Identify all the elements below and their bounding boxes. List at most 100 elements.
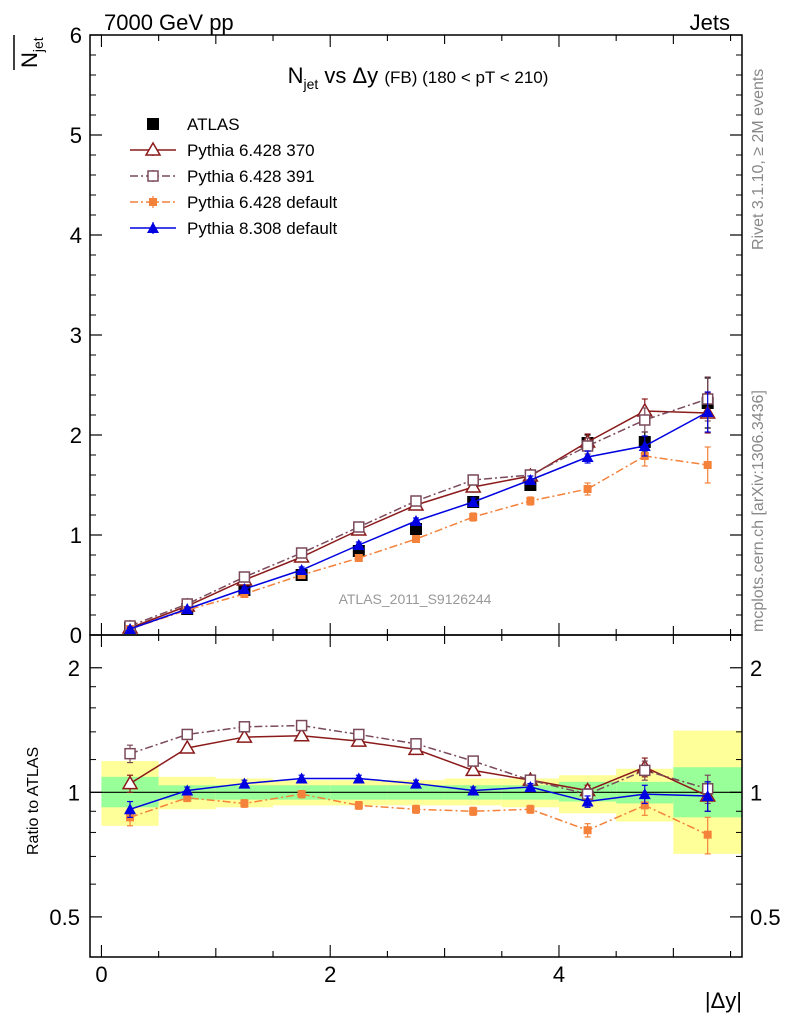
legend-label-3: Pythia 6.428 default — [187, 193, 338, 212]
ratio-ylabel: Ratio to ATLAS — [25, 747, 42, 855]
main-point-3-7 — [526, 497, 535, 505]
main-point-4-8 — [581, 451, 594, 462]
ratio-point-2-4 — [354, 801, 363, 810]
main-ylabel: Njet — [17, 37, 46, 68]
main-point-3-8 — [583, 485, 592, 493]
main-point-2-2 — [238, 571, 251, 583]
x-axis-label: |Δy| — [705, 988, 742, 1013]
main-ytick-label-5: 5 — [70, 123, 82, 148]
main-point-2-6 — [467, 474, 479, 486]
ratio-point-2-9 — [640, 801, 649, 810]
main-point-4-4 — [352, 539, 365, 550]
ratio-point-0-1 — [178, 739, 196, 754]
main-series-group — [121, 376, 716, 634]
legend-marker-2 — [147, 170, 159, 182]
ratio-point-1-9 — [639, 764, 651, 777]
ratio-series-2 — [126, 789, 712, 855]
main-point-4-3 — [295, 564, 308, 575]
ratio-point-3-9 — [638, 788, 651, 800]
ratio-point-0-0 — [121, 775, 139, 790]
main-point-2-4 — [353, 521, 365, 533]
ratio-point-3-7 — [524, 781, 537, 793]
ratio-frame — [89, 634, 743, 958]
ratio-ytick-label-right-2: 2 — [750, 656, 762, 681]
legend: ATLAS Pythia 6.428 370 Pythia 6.428 391 Pyt… — [130, 115, 338, 238]
ratio-point-3-8 — [581, 795, 594, 807]
ratio-point-3-2 — [238, 777, 251, 789]
ratio-point-2-6 — [469, 807, 478, 816]
ratio-point-3-0 — [124, 803, 137, 815]
main-point-4-2 — [238, 583, 251, 594]
main-ytick-label-0: 0 — [70, 623, 82, 648]
main-point-3-10 — [703, 461, 712, 469]
ratio-point-1-5 — [410, 738, 422, 750]
chart-title: Njet vs Δy (FB) (180 < pT < 210) — [288, 63, 549, 92]
main-point-3-6 — [469, 513, 478, 521]
ratio-point-2-3 — [297, 790, 306, 799]
ratio-point-1-0 — [124, 747, 136, 760]
ratio-point-1-4 — [353, 728, 365, 741]
xtick-label-0: 0 — [95, 962, 107, 987]
ratio-series-3 — [124, 772, 714, 818]
main-point-3-5 — [412, 535, 420, 543]
main-ytick-label-3: 3 — [70, 323, 82, 348]
legend-label-2: Pythia 6.428 391 — [187, 167, 315, 186]
main-point-4-7 — [524, 474, 537, 485]
ratio-point-2-8 — [583, 826, 592, 835]
ratio-point-0-6 — [464, 761, 482, 777]
main-line-2 — [129, 398, 708, 627]
ratio-ytick-label-right-0.5: 0.5 — [750, 905, 781, 930]
ratio-point-3-10 — [701, 789, 714, 801]
xtick-label-4: 4 — [553, 962, 565, 987]
side-label-upper: Rivet 3.1.10, ≥ 2M events — [750, 69, 767, 250]
main-ytick-label-1: 1 — [70, 523, 82, 548]
ratio-series-group — [121, 719, 716, 855]
main-point-4-10 — [701, 406, 714, 417]
ratio-point-2-1 — [183, 793, 192, 802]
ratio-point-1-3 — [295, 719, 308, 732]
ratio-ytick-label-0.5: 0.5 — [49, 905, 80, 930]
legend-label-0: ATLAS — [187, 115, 240, 134]
main-ytick-label-2: 2 — [70, 423, 82, 448]
main-point-2-8 — [581, 440, 594, 452]
main-series-4 — [124, 391, 714, 634]
legend-marker-3 — [149, 198, 157, 206]
legend-marker-4 — [147, 222, 159, 233]
main-point-3-4 — [354, 554, 363, 562]
ratio-point-1-2 — [238, 721, 251, 733]
category-label: Jets — [690, 10, 730, 35]
main-point-2-5 — [410, 495, 422, 507]
main-point-2-9 — [639, 414, 651, 426]
analysis-watermark: ATLAS_2011_S9126244 — [339, 591, 492, 607]
ratio-point-2-2 — [240, 799, 249, 808]
ratio-point-1-1 — [181, 728, 193, 741]
ratio-axis-ticks: 0.5 0.5 1 1 2 2 0 2 4 — [49, 635, 781, 987]
main-point-4-9 — [638, 440, 651, 451]
legend-marker-1 — [144, 141, 162, 156]
main-point-2-3 — [295, 547, 308, 559]
main-axis-ticks: 0 1 2 3 4 5 6 — [70, 23, 742, 648]
ratio-point-3-4 — [352, 772, 365, 784]
main-point-4-1 — [181, 603, 194, 614]
side-label-lower: mcplots.cern.ch [arXiv:1306.3436] — [750, 390, 767, 632]
ratio-point-3-6 — [467, 784, 480, 796]
ratio-point-2-10 — [703, 830, 712, 839]
main-point-4-5 — [410, 515, 422, 526]
main-point-4-6 — [467, 496, 480, 507]
xtick-label-2: 2 — [324, 962, 336, 987]
main-point-4-0 — [124, 623, 137, 634]
ratio-series-1 — [124, 719, 714, 805]
ratio-ytick-label-2: 2 — [68, 656, 80, 681]
ratio-point-1-6 — [467, 755, 479, 767]
ratio-ytick-label-1: 1 — [68, 780, 80, 805]
ratio-point-3-1 — [181, 784, 194, 796]
ratio-point-3-5 — [410, 777, 422, 789]
ratio-point-3-3 — [295, 772, 308, 784]
ratio-point-0-3 — [293, 727, 310, 742]
energy-label: 7000 GeV pp — [104, 10, 234, 35]
ratio-point-0-2 — [236, 728, 253, 743]
ratio-point-2-5 — [412, 805, 420, 814]
legend-label-4: Pythia 8.308 default — [187, 219, 338, 238]
legend-label-1: Pythia 6.428 370 — [187, 141, 315, 160]
